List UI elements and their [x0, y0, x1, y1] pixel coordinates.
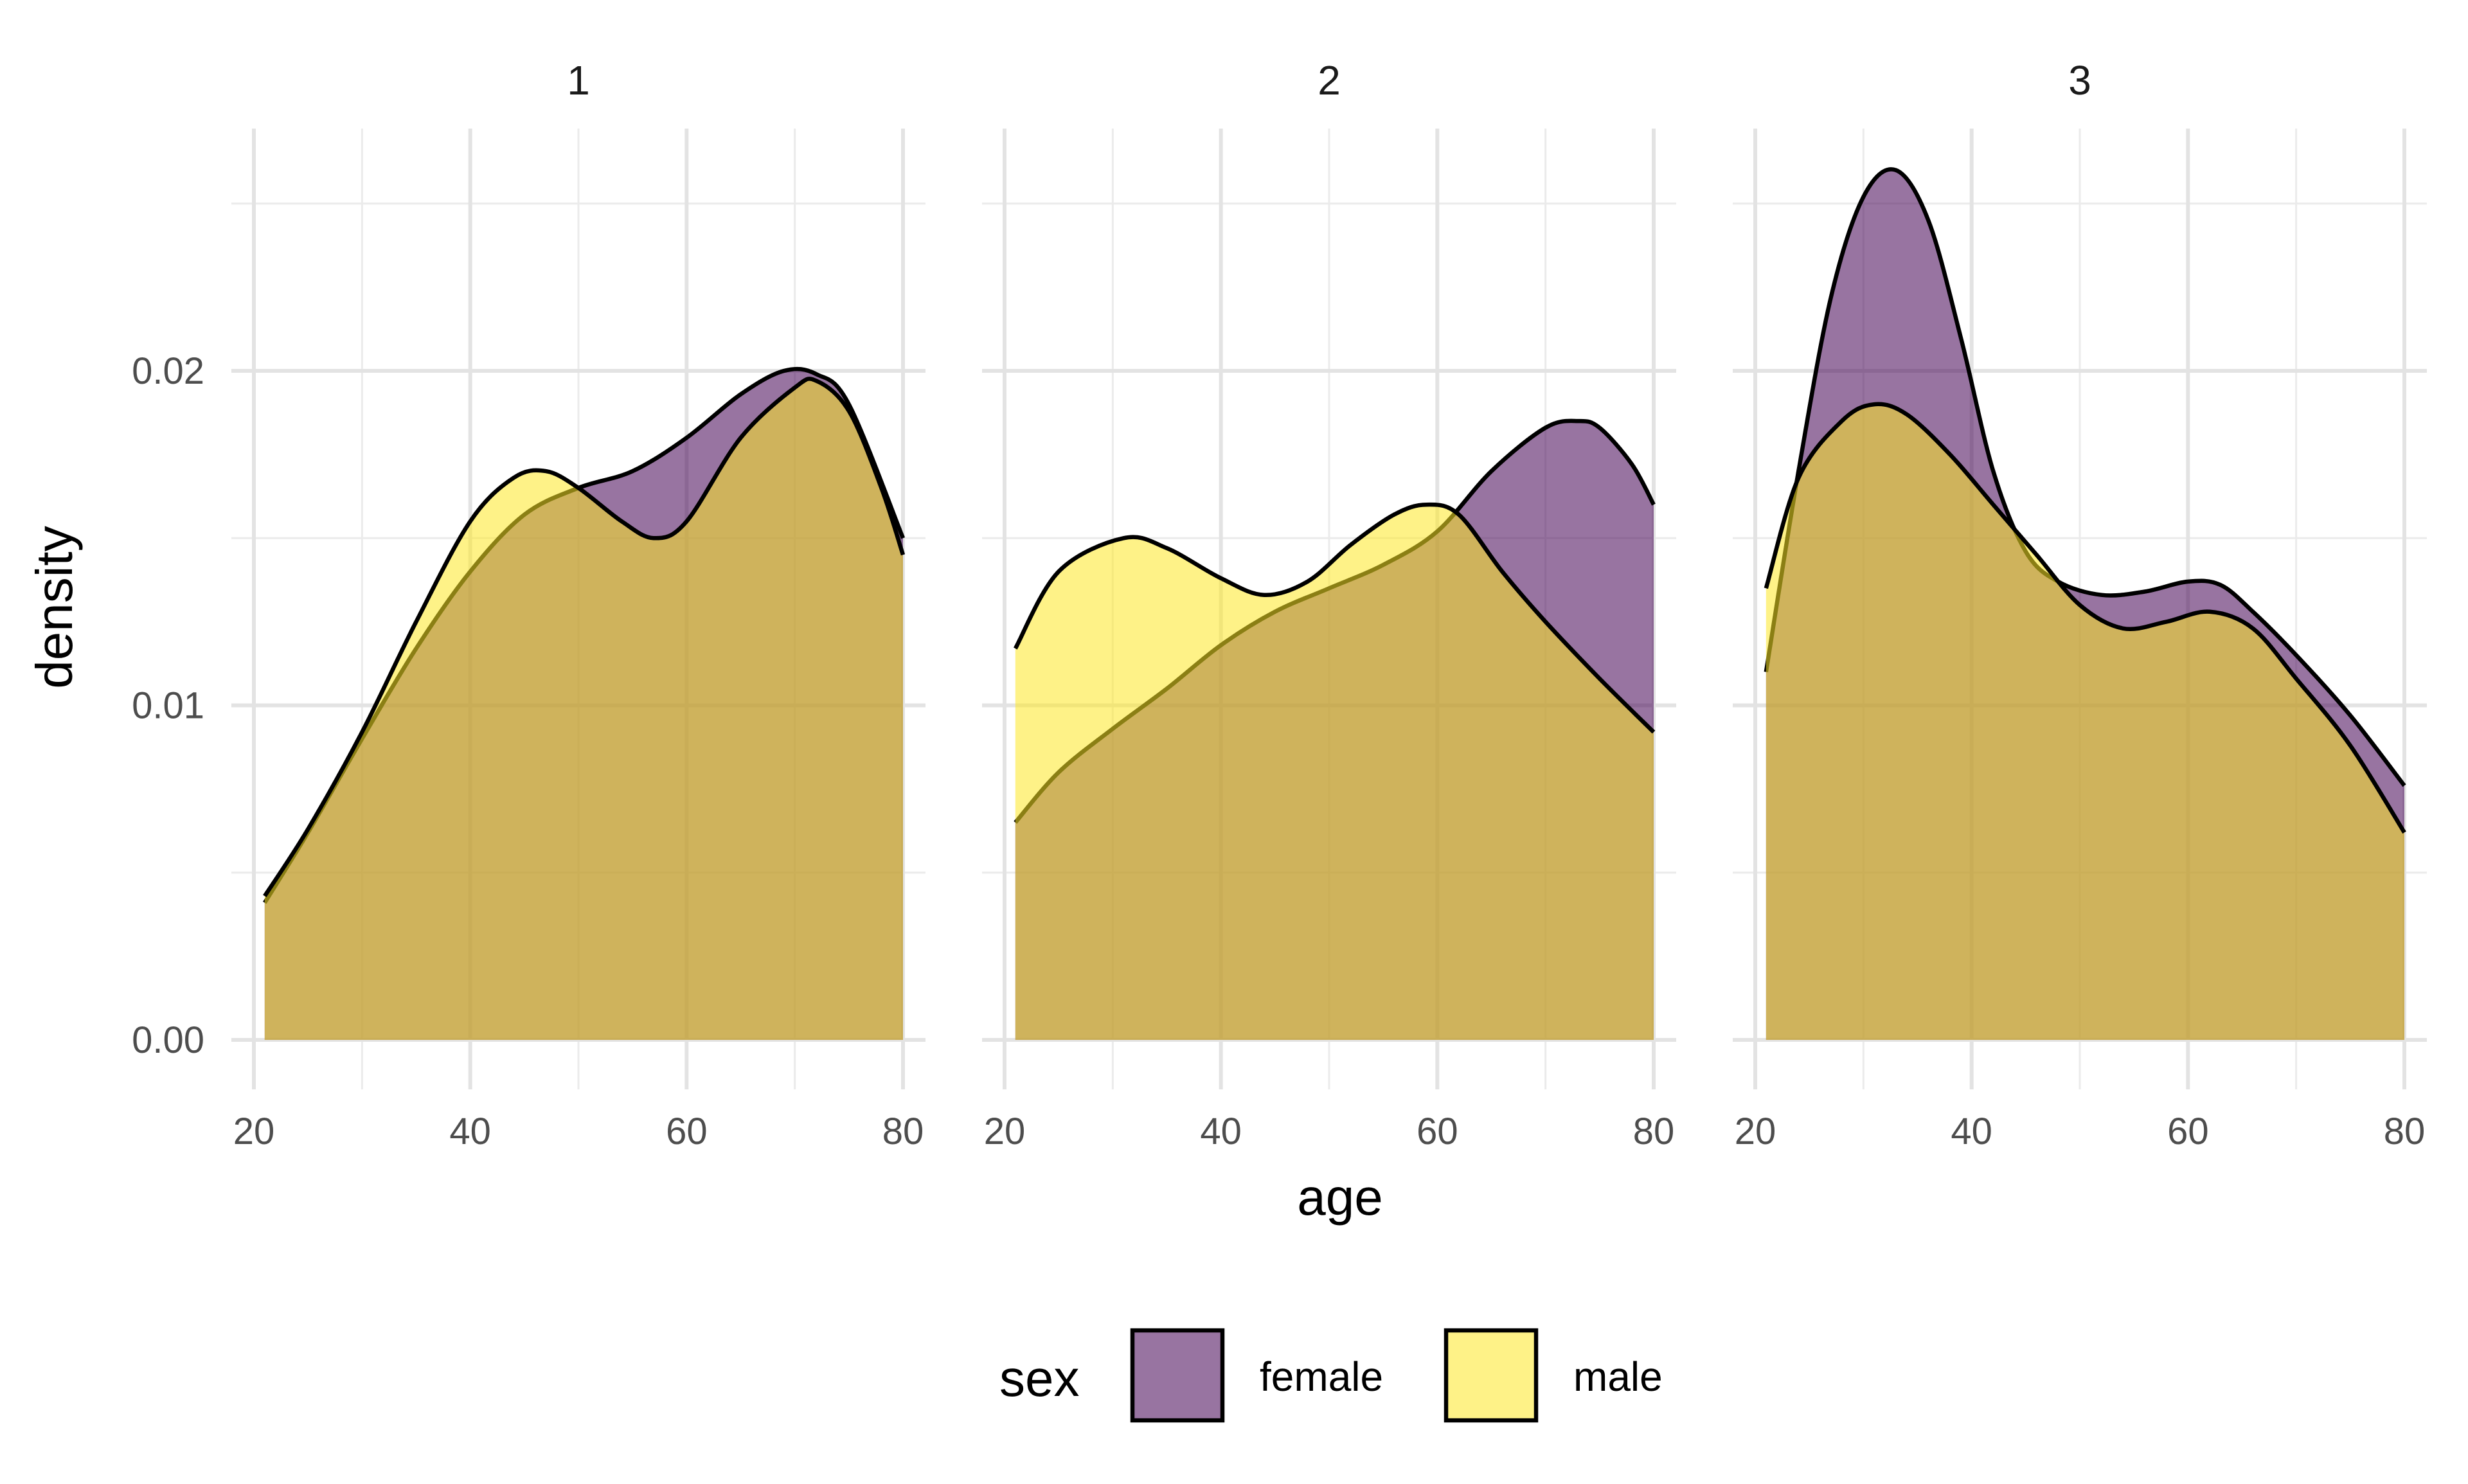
legend-label-male: male — [1573, 1354, 1663, 1400]
x-tick-label: 40 — [1951, 1111, 1992, 1152]
density-area-male-facet-3 — [1766, 404, 2404, 1040]
x-tick-label: 20 — [233, 1111, 275, 1152]
x-axis-title: age — [1297, 1168, 1382, 1226]
x-tick-label: 80 — [882, 1111, 924, 1152]
x-tick-label: 80 — [2384, 1111, 2426, 1152]
density-line-male-facet-1 — [263, 377, 906, 897]
x-tick-label: 60 — [666, 1111, 708, 1152]
y-tick-label: 0.00 — [132, 1019, 204, 1061]
legend-entries: female male — [1130, 1328, 1663, 1423]
x-tick-label: 80 — [1633, 1111, 1675, 1152]
facet-panel-3: 3 20 40 60 80 — [1733, 57, 2427, 1152]
y-tick-label: 0.02 — [132, 350, 204, 392]
x-tick-label: 60 — [2167, 1111, 2209, 1152]
y-axis-title: density — [26, 526, 83, 688]
legend: sex female male — [999, 1328, 1663, 1423]
facet-panel-2: 2 20 40 60 80 — [982, 57, 1676, 1152]
x-tick-label: 20 — [1735, 1111, 1776, 1152]
facet-panel-1: 1 20 40 60 80 — [231, 57, 926, 1152]
y-tick-label: 0.01 — [132, 685, 204, 727]
x-tick-label: 40 — [449, 1111, 491, 1152]
legend-title: sex — [999, 1350, 1080, 1407]
legend-label-female: female — [1260, 1354, 1383, 1400]
legend-key-male — [1444, 1328, 1539, 1423]
legend-key-female — [1130, 1328, 1225, 1423]
facet-label-3: 3 — [2068, 57, 2091, 103]
x-tick-label: 20 — [984, 1111, 1026, 1152]
density-line-male-facet-3 — [1764, 402, 2406, 834]
facet-label-2: 2 — [1318, 57, 1341, 103]
x-tick-label: 40 — [1200, 1111, 1242, 1152]
density-area-male-facet-2 — [1015, 505, 1654, 1040]
density-area-male-facet-1 — [264, 379, 903, 1040]
panels-layer: 1 20 40 60 80 2 20 40 60 80 3 20 40 60 80 0.00 0.01 0.02 — [132, 57, 2427, 1152]
facet-label-1: 1 — [567, 57, 590, 103]
density-line-male-facet-2 — [1013, 502, 1656, 734]
x-tick-label: 60 — [1417, 1111, 1458, 1152]
density-line-female-facet-3 — [1764, 167, 2406, 787]
